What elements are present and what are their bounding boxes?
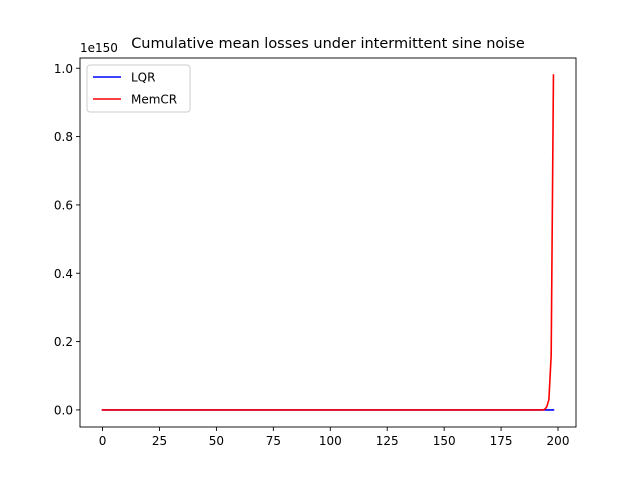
x-tick-label: 100 xyxy=(319,434,342,448)
y-tick-label: 0.2 xyxy=(54,335,73,349)
legend-label-memcr: MemCR xyxy=(131,93,177,107)
ticks: 0 25 50 75 100 125 150 175 200 0.0 0.2 0.4 0.6 0.8 1.0 xyxy=(54,62,570,448)
y-tick-label: 0.8 xyxy=(54,130,73,144)
legend-label-lqr: LQR xyxy=(131,71,155,85)
x-tick-label: 25 xyxy=(152,434,167,448)
y-tick-label: 0.0 xyxy=(54,403,73,417)
x-tick-label: 75 xyxy=(266,434,281,448)
legend: LQR MemCR xyxy=(86,64,191,113)
y-axis-offset-text: 1e150 xyxy=(80,41,118,55)
axes xyxy=(79,57,577,428)
series-lines xyxy=(101,74,555,411)
x-tick-label: 0 xyxy=(99,434,107,448)
x-tick-label: 125 xyxy=(376,434,399,448)
x-tick-label: 50 xyxy=(209,434,224,448)
x-tick-label: 150 xyxy=(433,434,456,448)
y-tick-label: 0.6 xyxy=(54,198,73,212)
y-tick-label: 0.4 xyxy=(54,267,73,281)
plot-background xyxy=(80,58,576,427)
x-tick-label: 175 xyxy=(490,434,513,448)
plot-area xyxy=(80,58,576,427)
chart-title: Cumulative mean losses under intermitten… xyxy=(131,36,525,52)
series-line-memcr xyxy=(101,74,555,411)
x-tick-label: 200 xyxy=(547,434,570,448)
y-tick-label: 1.0 xyxy=(54,62,73,76)
axes-frame xyxy=(79,57,577,428)
